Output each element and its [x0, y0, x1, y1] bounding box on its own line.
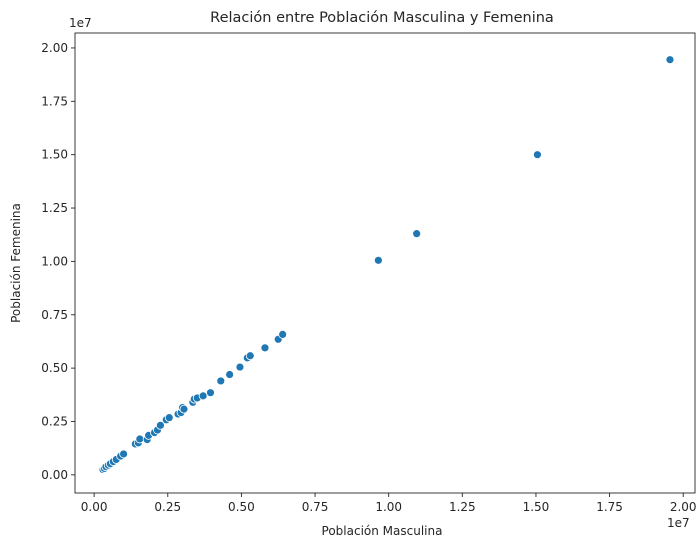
x-tick-label: 0.50 — [228, 500, 255, 514]
data-point — [164, 413, 174, 423]
y-axis-ticks: 0.00 0.25 0.50 0.75 1.00 1.25 1.50 1.75 2.00 — [41, 41, 75, 482]
data-point — [665, 55, 675, 65]
data-point — [235, 362, 245, 372]
x-tick-label: 1.50 — [523, 500, 550, 514]
data-point — [179, 404, 189, 414]
x-tick-label: 1.75 — [596, 500, 623, 514]
y-tick-label: 1.00 — [41, 254, 68, 268]
data-point — [156, 420, 165, 430]
plot-area — [74, 32, 696, 494]
data-point — [198, 391, 208, 401]
data-point — [245, 351, 255, 361]
x-tick-label: 1.25 — [449, 500, 476, 514]
y-tick-label: 2.00 — [41, 41, 68, 55]
x-axis-ticks: 0.00 0.25 0.50 0.75 1.00 1.25 1.50 1.75 2.00 — [81, 493, 697, 514]
data-point — [206, 388, 215, 398]
data-point — [533, 150, 542, 160]
data-point — [135, 434, 145, 444]
y-tick-label: 0.25 — [41, 414, 68, 428]
data-point — [278, 330, 288, 339]
data-point — [412, 229, 422, 239]
y-axis-label: Población Femenina — [9, 203, 23, 323]
y-axis-offset-label: 1e7 — [69, 16, 92, 30]
data-points — [98, 55, 675, 474]
plot-frame — [74, 32, 696, 494]
chart-title: Relación entre Población Masculina y Fem… — [210, 10, 554, 26]
y-tick-label: 0.50 — [41, 361, 68, 375]
x-tick-label: 0.75 — [302, 500, 329, 514]
x-axis-label: Población Masculina — [322, 524, 443, 538]
y-tick-label: 0.00 — [41, 468, 68, 482]
x-axis-offset-label: 1e7 — [667, 516, 690, 530]
data-point — [216, 376, 226, 386]
x-tick-label: 2.00 — [670, 500, 697, 514]
data-point — [225, 370, 235, 379]
y-tick-label: 1.25 — [41, 201, 68, 215]
data-point — [119, 449, 128, 459]
y-tick-label: 1.75 — [41, 94, 68, 108]
x-tick-label: 0.25 — [154, 500, 181, 514]
y-tick-label: 0.75 — [41, 308, 68, 322]
x-tick-label: 0.00 — [81, 500, 108, 514]
data-point — [260, 343, 270, 353]
x-tick-label: 1.00 — [375, 500, 402, 514]
data-point — [373, 255, 383, 265]
y-tick-label: 1.50 — [41, 148, 68, 162]
